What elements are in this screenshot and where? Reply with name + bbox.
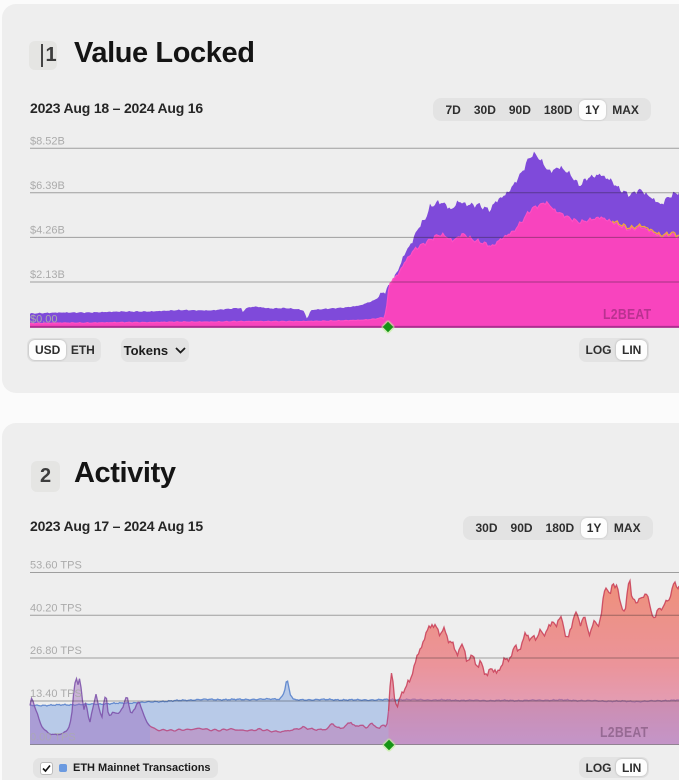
svg-text:L2BEAT: L2BEAT xyxy=(600,724,649,740)
svg-text:$2.13B: $2.13B xyxy=(30,269,65,281)
svg-text:26.80 TPS: 26.80 TPS xyxy=(30,645,82,657)
svg-text:$8.52B: $8.52B xyxy=(30,136,65,148)
svg-text:$6.39B: $6.39B xyxy=(30,180,65,192)
svg-text:40.20 TPS: 40.20 TPS xyxy=(30,603,82,615)
svg-text:13.40 TPS: 13.40 TPS xyxy=(30,688,82,700)
svg-text:53.60 TPS: 53.60 TPS xyxy=(30,560,82,572)
svg-text:$4.26B: $4.26B xyxy=(30,225,65,237)
svg-text:0.00 TPS: 0.00 TPS xyxy=(30,732,76,744)
svg-text:L2BEAT: L2BEAT xyxy=(603,306,652,322)
svg-text:$0.00: $0.00 xyxy=(30,314,58,326)
